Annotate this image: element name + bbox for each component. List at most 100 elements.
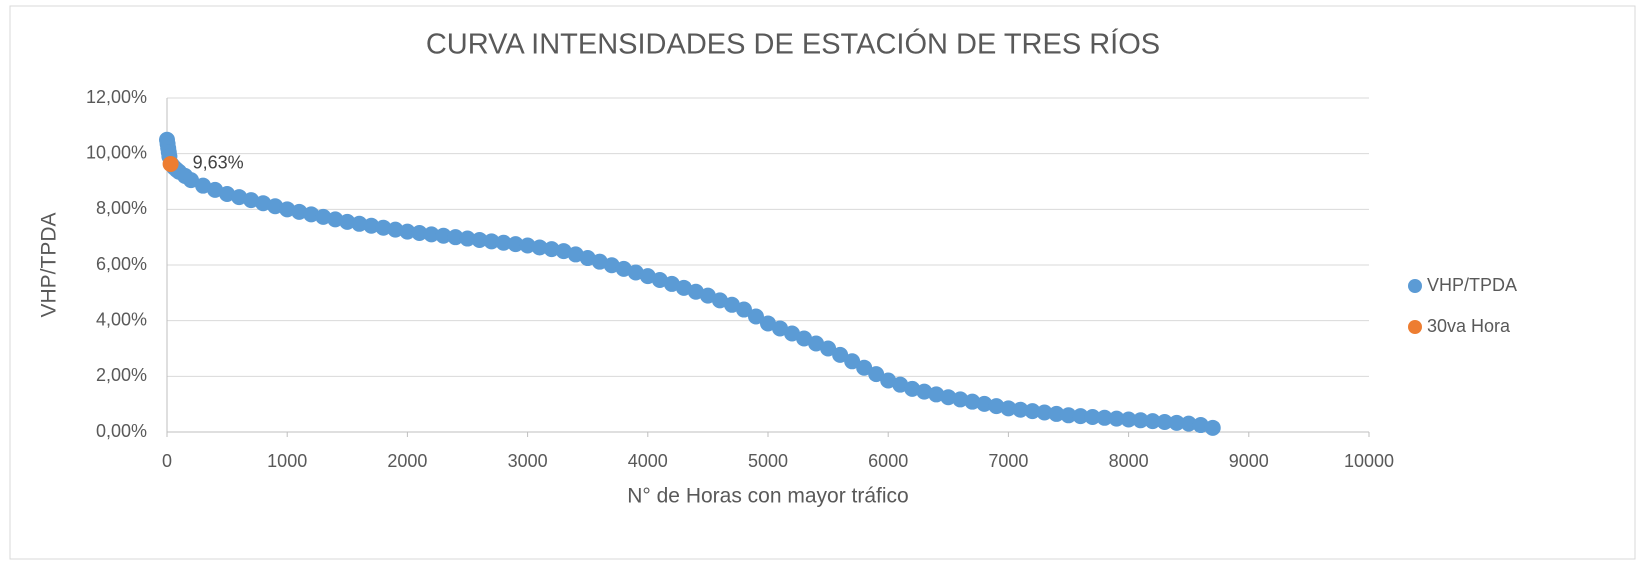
point <box>1060 407 1077 424</box>
point <box>1156 413 1173 430</box>
point <box>1120 411 1137 428</box>
point <box>303 206 320 223</box>
point <box>555 243 572 260</box>
point <box>663 275 680 292</box>
x-tick-label: 1000 <box>267 451 307 471</box>
point <box>904 380 921 397</box>
point <box>1168 414 1185 431</box>
point <box>952 391 969 408</box>
y-axis-label: VHP/TPDA <box>38 212 61 317</box>
point <box>1192 417 1209 434</box>
point <box>796 330 813 347</box>
x-tick-label: 7000 <box>988 451 1028 471</box>
point <box>339 213 356 230</box>
legend-marker <box>1408 279 1422 293</box>
point <box>327 211 344 228</box>
point <box>207 181 224 198</box>
point <box>1096 409 1113 426</box>
point <box>363 217 380 234</box>
point <box>1036 404 1053 421</box>
point <box>1144 413 1161 430</box>
point <box>868 366 885 383</box>
point <box>976 395 993 412</box>
point <box>219 186 236 203</box>
point <box>1072 408 1089 425</box>
point <box>567 246 584 263</box>
point <box>231 189 248 206</box>
point <box>723 296 740 313</box>
point <box>459 230 476 247</box>
point <box>892 376 909 393</box>
y-tick-label: 4,00% <box>96 309 147 329</box>
point <box>399 223 416 240</box>
y-tick-label: 6,00% <box>96 254 147 274</box>
point <box>928 386 945 403</box>
point <box>447 229 464 246</box>
point <box>387 221 404 238</box>
x-tick-label: 0 <box>162 451 172 471</box>
point <box>1012 401 1029 418</box>
point <box>351 215 368 232</box>
point <box>591 253 608 270</box>
point <box>699 287 716 304</box>
point <box>1000 400 1017 417</box>
point <box>267 198 284 215</box>
x-tick-label: 2000 <box>387 451 427 471</box>
point <box>832 346 849 363</box>
point <box>820 340 837 357</box>
point <box>195 177 212 194</box>
x-tick-label: 9000 <box>1229 451 1269 471</box>
x-tick-label: 8000 <box>1109 451 1149 471</box>
point <box>531 239 548 256</box>
y-tick-label: 2,00% <box>96 365 147 385</box>
x-axis-label: N° de Horas con mayor tráfico <box>627 485 909 508</box>
y-tick-label: 0,00% <box>96 421 147 441</box>
point <box>543 241 560 258</box>
x-tick-label: 3000 <box>508 451 548 471</box>
chart-frame <box>9 5 1636 560</box>
point <box>808 335 825 352</box>
point <box>940 389 957 406</box>
x-tick-label: 6000 <box>868 451 908 471</box>
point <box>519 237 536 254</box>
chart-title: CURVA INTENSIDADES DE ESTACIÓN DE TRES R… <box>426 28 1160 61</box>
point <box>964 393 981 410</box>
point <box>988 398 1005 415</box>
y-tick-label: 12,00% <box>86 87 147 107</box>
y-tick-label: 8,00% <box>96 198 147 218</box>
point <box>916 383 933 400</box>
point <box>772 320 789 337</box>
point <box>603 257 620 274</box>
point <box>291 203 308 220</box>
x-tick-label: 5000 <box>748 451 788 471</box>
point <box>1204 419 1221 436</box>
point <box>375 219 392 236</box>
point <box>784 325 801 342</box>
point <box>1108 410 1125 427</box>
point <box>1180 415 1197 432</box>
point <box>423 226 440 243</box>
point <box>1024 403 1041 420</box>
point <box>747 308 764 325</box>
point <box>483 233 500 250</box>
point <box>1132 412 1149 429</box>
point <box>411 224 428 241</box>
point <box>880 372 897 389</box>
point <box>495 234 512 251</box>
point <box>760 315 776 332</box>
point <box>711 292 728 309</box>
point <box>471 231 488 248</box>
y-tick-label: 10,00% <box>86 142 147 162</box>
point <box>162 155 179 172</box>
point <box>435 227 452 244</box>
point <box>627 264 644 281</box>
point <box>856 359 873 376</box>
legend-label: VHP/TPDA <box>1427 275 1517 295</box>
point <box>279 201 296 218</box>
legend-label: 30va Hora <box>1427 316 1511 336</box>
point <box>735 301 752 318</box>
point <box>507 236 524 253</box>
data-label: 9,63% <box>193 153 244 173</box>
point <box>243 192 260 209</box>
